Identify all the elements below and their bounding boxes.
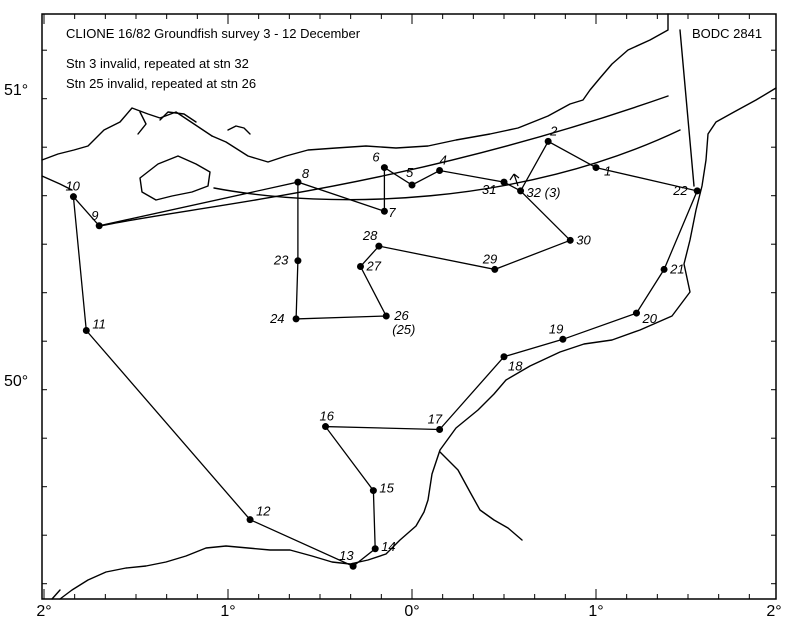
frame-tick-marks xyxy=(42,14,776,599)
station-label-30: 30 xyxy=(576,232,591,247)
longitude-label-1: 1° xyxy=(220,603,235,620)
station-label-1: 1 xyxy=(604,164,611,179)
map-note-1: Stn 3 invalid, repeated at stn 32 xyxy=(66,56,249,71)
station-marker-24 xyxy=(292,315,300,323)
bodc-reference: BODC 2841 xyxy=(692,26,762,41)
station-marker-31 xyxy=(500,178,508,186)
station-label-15: 15 xyxy=(379,481,394,496)
station-marker-15 xyxy=(369,487,377,495)
station-marker-18 xyxy=(500,353,508,361)
survey-track xyxy=(72,140,699,567)
coastline-france xyxy=(51,87,777,600)
station-label-31: 31 xyxy=(482,182,496,197)
map-title: CLIONE 16/82 Groundfish survey 3 - 12 De… xyxy=(66,26,361,41)
map-frame xyxy=(41,13,777,600)
station-marker-27 xyxy=(356,263,364,271)
station-marker-12 xyxy=(246,516,254,524)
station-marker-29 xyxy=(491,265,499,273)
station-marker-16 xyxy=(322,423,330,431)
station-label-9: 9 xyxy=(91,208,98,223)
station-label-13: 13 xyxy=(339,548,354,563)
station-label-23: 23 xyxy=(273,253,289,268)
station-label-12: 12 xyxy=(256,504,271,519)
arrow-icon xyxy=(509,173,520,187)
latitude-label-1: 50° xyxy=(4,373,28,390)
station-label-16: 16 xyxy=(320,409,335,424)
station-marker-28 xyxy=(375,242,383,250)
station-marker-5 xyxy=(408,181,416,189)
station-label-7: 7 xyxy=(388,205,396,220)
station-label-18: 18 xyxy=(508,359,523,374)
station-marker-11 xyxy=(82,327,90,335)
station-marker-14 xyxy=(371,545,379,553)
station-marker-30 xyxy=(566,236,574,244)
station-marker-13 xyxy=(349,562,357,570)
station-label-21: 21 xyxy=(669,261,684,276)
longitude-label-4: 2° xyxy=(766,603,781,620)
station-label-17: 17 xyxy=(428,411,443,426)
station-label-28: 28 xyxy=(362,228,378,243)
station-label-19: 19 xyxy=(549,321,563,336)
track-line-3 xyxy=(520,190,571,241)
latitude-axis: 51° 50° xyxy=(4,82,28,390)
station-label-27: 27 xyxy=(365,259,381,274)
station-label-4: 4 xyxy=(440,152,447,167)
station-marker-19 xyxy=(559,335,567,343)
station-sublabel-26: (25) xyxy=(392,322,415,337)
track-line-2 xyxy=(295,182,571,320)
station-marker-26 xyxy=(382,312,390,320)
station-label-26: 26 xyxy=(393,308,409,323)
latitude-label-0: 51° xyxy=(4,82,28,99)
track-line-1 xyxy=(72,140,699,567)
station-marker-22 xyxy=(693,187,701,195)
station-label-20: 20 xyxy=(641,311,657,326)
station-marker-7 xyxy=(380,207,388,215)
station-label-6: 6 xyxy=(372,150,380,165)
station-marker-21 xyxy=(660,265,668,273)
station-marker-23 xyxy=(294,257,302,265)
station-marker-9 xyxy=(95,222,103,230)
station-label-11: 11 xyxy=(92,317,106,332)
station-label-10: 10 xyxy=(65,179,80,194)
station-label-29: 29 xyxy=(482,251,497,266)
longitude-axis: 2° 1° 0° 1° 2° xyxy=(36,603,781,620)
longitude-label-0: 2° xyxy=(36,603,51,620)
station-label-2: 2 xyxy=(549,123,558,138)
isle-of-wight xyxy=(139,155,211,201)
station-marker-32 xyxy=(517,187,525,195)
station-marker-20 xyxy=(632,309,640,317)
survey-boundary-lines xyxy=(99,29,695,227)
station-label-8: 8 xyxy=(302,166,310,181)
station-label-24: 24 xyxy=(269,311,284,326)
longitude-label-3: 1° xyxy=(588,603,603,620)
station-marker-17 xyxy=(436,425,444,433)
station-label-32: 32 (3) xyxy=(527,185,561,200)
station-marker-1 xyxy=(592,164,600,172)
station-marker-6 xyxy=(380,164,388,172)
station-label-14: 14 xyxy=(381,539,395,554)
station-marker-10 xyxy=(69,193,77,201)
station-marker-4 xyxy=(436,166,444,174)
station-label-5: 5 xyxy=(406,165,414,180)
station-marker-2 xyxy=(544,137,552,145)
station-marker-8 xyxy=(294,178,302,186)
longitude-label-2: 0° xyxy=(404,603,419,620)
map-note-2: Stn 25 invalid, repeated at stn 26 xyxy=(66,76,256,91)
coastline-england xyxy=(41,13,669,191)
station-label-22: 22 xyxy=(672,183,688,198)
